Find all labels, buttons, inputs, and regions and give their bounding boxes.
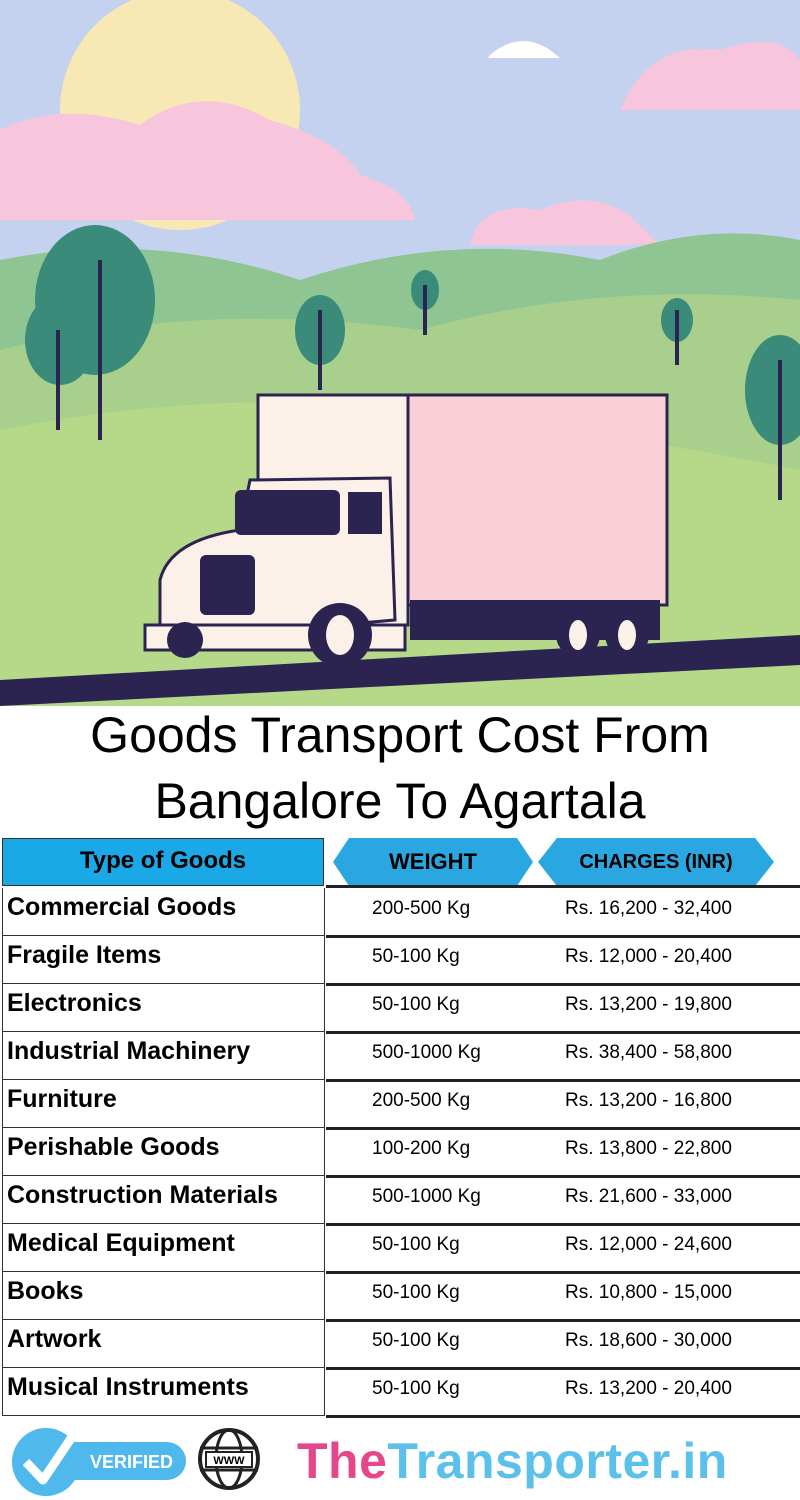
row-divider (326, 1127, 800, 1130)
row-divider (326, 1175, 800, 1178)
charges-cell: Rs. 13,200 - 19,800 (565, 994, 732, 1015)
weight-cell: 50-100 Kg (372, 946, 460, 967)
cloud (620, 42, 800, 110)
table-row: Furniture 200-500 Kg Rs. 13,200 - 16,800 (0, 1080, 800, 1130)
page-title-line1: Goods Transport Cost From (90, 707, 710, 763)
goods-type-cell: Fragile Items (2, 936, 325, 984)
row-divider (326, 1079, 800, 1082)
brand-logo[interactable]: TheTransporter.in (297, 1432, 728, 1490)
table-row: Industrial Machinery 500-1000 Kg Rs. 38,40… (0, 1032, 800, 1082)
charges-cell: Rs. 12,000 - 20,400 (565, 946, 732, 967)
brand-part2: Transporter.in (387, 1433, 728, 1489)
table-row: Books 50-100 Kg Rs. 10,800 - 15,000 (0, 1272, 800, 1322)
footer: VERIFIED WWW TheTransporter.in (0, 1418, 800, 1500)
goods-type-cell: Books (2, 1272, 325, 1320)
goods-type-cell: Electronics (2, 984, 325, 1032)
charges-cell: Rs. 13,800 - 22,800 (565, 1138, 732, 1159)
charges-cell: Rs. 38,400 - 58,800 (565, 1042, 732, 1063)
cloud (0, 101, 415, 220)
weight-cell: 50-100 Kg (372, 1378, 460, 1399)
truck-illustration (0, 0, 800, 706)
table-row: Medical Equipment 50-100 Kg Rs. 12,000 - 2… (0, 1224, 800, 1274)
row-divider (326, 1031, 800, 1034)
table-row: Fragile Items 50-100 Kg Rs. 12,000 - 20,40… (0, 936, 800, 986)
charges-cell: Rs. 18,600 - 30,000 (565, 1330, 732, 1351)
truck (143, 393, 669, 667)
www-label: WWW (213, 1455, 245, 1467)
charges-cell: Rs. 13,200 - 20,400 (565, 1378, 732, 1399)
weight-cell: 200-500 Kg (372, 1090, 471, 1111)
row-divider (326, 1367, 800, 1370)
header-weight: WEIGHT (333, 838, 533, 886)
charges-cell: Rs. 16,200 - 32,400 (565, 898, 732, 919)
row-divider (326, 1223, 800, 1226)
goods-type-cell: Construction Materials (2, 1176, 325, 1224)
weight-cell: 100-200 Kg (372, 1138, 471, 1159)
charges-cell: Rs. 12,000 - 24,600 (565, 1234, 732, 1255)
row-divider (326, 1271, 800, 1274)
weight-cell: 500-1000 Kg (372, 1042, 481, 1063)
row-divider (326, 983, 800, 986)
goods-type-cell: Musical Instruments (2, 1368, 325, 1416)
charges-cell: Rs. 21,600 - 33,000 (565, 1186, 732, 1207)
weight-cell: 50-100 Kg (372, 1282, 460, 1303)
table-row: Construction Materials 500-1000 Kg Rs. 21,… (0, 1176, 800, 1226)
road (0, 635, 800, 706)
weight-cell: 50-100 Kg (372, 994, 460, 1015)
header-type-of-goods: Type of Goods (2, 838, 324, 886)
divider (326, 885, 800, 888)
header-charges: CHARGES (INR) (538, 838, 774, 886)
brand-part1: The (297, 1433, 388, 1489)
table-row: Musical Instruments 50-100 Kg Rs. 13,200 -… (0, 1368, 800, 1418)
table-row: Commercial Goods 200-500 Kg Rs. 16,200 - 3… (0, 888, 800, 938)
verified-label: VERIFIED (90, 1452, 173, 1472)
cloud (470, 200, 660, 245)
table-row: Artwork 50-100 Kg Rs. 18,600 - 30,000 (0, 1320, 800, 1370)
weight-cell: 50-100 Kg (372, 1234, 460, 1255)
charges-cell: Rs. 10,800 - 15,000 (565, 1282, 732, 1303)
table-row: Perishable Goods 100-200 Kg Rs. 13,800 - 2… (0, 1128, 800, 1178)
row-divider (326, 1415, 800, 1418)
goods-type-cell: Commercial Goods (2, 888, 325, 936)
page-title-line2: Bangalore To Agartala (154, 773, 646, 829)
goods-type-cell: Artwork (2, 1320, 325, 1368)
verified-check-icon: VERIFIED (12, 1425, 186, 1496)
weight-cell: 200-500 Kg (372, 898, 471, 919)
goods-type-cell: Industrial Machinery (2, 1032, 325, 1080)
goods-type-cell: Furniture (2, 1080, 325, 1128)
weight-cell: 50-100 Kg (372, 1330, 460, 1351)
row-divider (326, 935, 800, 938)
globe-www-icon: WWW (198, 1428, 260, 1490)
goods-type-cell: Medical Equipment (2, 1224, 325, 1272)
row-divider (326, 1319, 800, 1322)
weight-cell: 500-1000 Kg (372, 1186, 481, 1207)
table-row: Electronics 50-100 Kg Rs. 13,200 - 19,800 (0, 984, 800, 1034)
charges-cell: Rs. 13,200 - 16,800 (565, 1090, 732, 1111)
goods-type-cell: Perishable Goods (2, 1128, 325, 1176)
